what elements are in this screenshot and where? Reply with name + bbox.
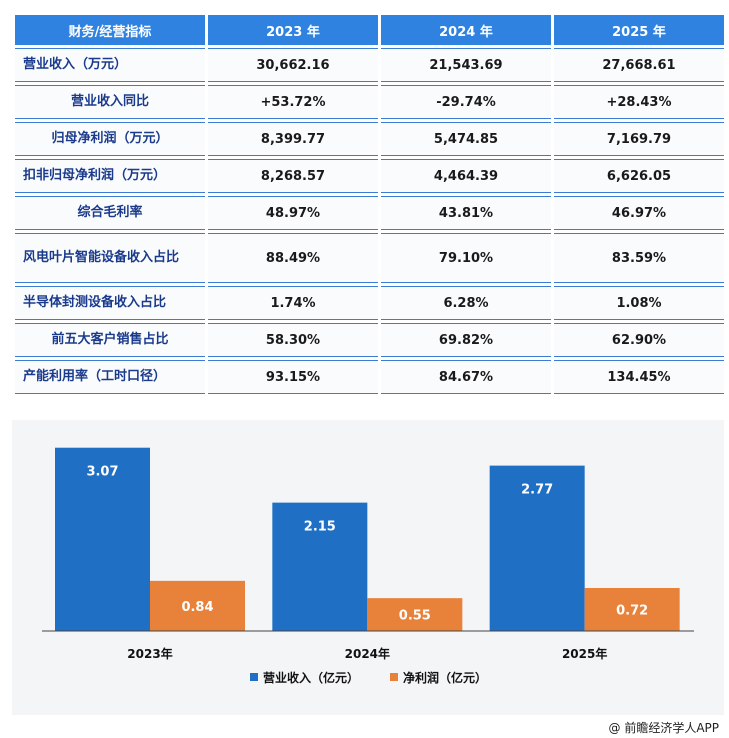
bar-net-profit-2025年 xyxy=(584,588,680,631)
header-2024: 2024 年 xyxy=(381,15,551,45)
bar-chart-svg: 3.07 0.84 2023年 2.15 0.55 2024年 2.77 0.72 2025年营… xyxy=(42,447,694,685)
header-metric: 财务/经营指标 xyxy=(15,15,205,45)
header-2025: 2025 年 xyxy=(554,15,724,45)
bar-net-profit-2023年 xyxy=(150,580,245,631)
table-cell: -29.74% xyxy=(381,85,551,119)
legend-label: 营业收入（亿元） xyxy=(263,670,359,685)
table-header-row: 财务/经营指标 2023 年 2024 年 2025 年 xyxy=(15,15,724,45)
table-cell: 8,399.77 xyxy=(208,122,378,156)
legend-label: 净利润（亿元） xyxy=(403,670,487,685)
table-cell: 8,268.57 xyxy=(208,159,378,193)
x-tick-label: 2024年 xyxy=(345,646,390,661)
table-cell: 30,662.16 xyxy=(208,48,378,82)
metric-label: 风电叶片智能设备收入占比 xyxy=(15,233,205,283)
table-row: 前五大客户销售占比 58.30% 69.82% 62.90% xyxy=(15,323,724,357)
metric-label: 综合毛利率 xyxy=(15,196,205,230)
table-cell: 6,626.05 xyxy=(554,159,724,193)
bar-chart: 3.07 0.84 2023年 2.15 0.55 2024年 2.77 0.72 2025年营… xyxy=(12,420,724,715)
table-row: 营业收入（万元） 30,662.16 21,543.69 27,668.61 xyxy=(15,48,724,82)
bar-net-profit-2024年 xyxy=(367,598,463,631)
metric-label: 产能利用率（工时口径） xyxy=(15,360,205,394)
table-cell: 4,464.39 xyxy=(381,159,551,193)
metric-label: 归母净利润（万元） xyxy=(15,122,205,156)
x-tick-label: 2025年 xyxy=(562,646,607,661)
data-label: 0.55 xyxy=(399,609,431,624)
metric-label: 扣非归母净利润（万元） xyxy=(15,159,205,193)
table-cell: 1.08% xyxy=(554,286,724,320)
data-label: 2.77 xyxy=(521,483,553,498)
table-cell: 83.59% xyxy=(554,233,724,283)
data-label: 3.07 xyxy=(86,465,118,480)
table-cell: 5,474.85 xyxy=(381,122,551,156)
metric-label: 半导体封测设备收入占比 xyxy=(15,286,205,320)
table-cell: 6.28% xyxy=(381,286,551,320)
table-cell: 134.45% xyxy=(554,360,724,394)
table-cell: 48.97% xyxy=(208,196,378,230)
table-cell: 7,169.79 xyxy=(554,122,724,156)
table-row: 半导体封测设备收入占比 1.74% 6.28% 1.08% xyxy=(15,286,724,320)
table-cell: 62.90% xyxy=(554,323,724,357)
bar-revenue-2023年 xyxy=(55,447,150,631)
table-cell: 1.74% xyxy=(208,286,378,320)
bar-revenue-2025年 xyxy=(489,465,585,631)
table-cell: 69.82% xyxy=(381,323,551,357)
table-row: 归母净利润（万元） 8,399.77 5,474.85 7,169.79 xyxy=(15,122,724,156)
bar-revenue-2024年 xyxy=(272,502,368,631)
table-row: 营业收入同比 +53.72% -29.74% +28.43% xyxy=(15,85,724,119)
data-label: 2.15 xyxy=(304,520,336,535)
table-cell: 58.30% xyxy=(208,323,378,357)
table-row: 综合毛利率 48.97% 43.81% 46.97% xyxy=(15,196,724,230)
table-row: 扣非归母净利润（万元） 8,268.57 4,464.39 6,626.05 xyxy=(15,159,724,193)
table-row: 风电叶片智能设备收入占比 88.49% 79.10% 83.59% xyxy=(15,233,724,283)
legend-swatch xyxy=(390,673,398,681)
table-cell: 21,543.69 xyxy=(381,48,551,82)
table-cell: 88.49% xyxy=(208,233,378,283)
metric-label: 前五大客户销售占比 xyxy=(15,323,205,357)
metric-label: 营业收入同比 xyxy=(15,85,205,119)
table-row: 产能利用率（工时口径） 93.15% 84.67% 134.45% xyxy=(15,360,724,394)
table-cell: 27,668.61 xyxy=(554,48,724,82)
table-cell: 84.67% xyxy=(381,360,551,394)
table-cell: 93.15% xyxy=(208,360,378,394)
table-cell: 79.10% xyxy=(381,233,551,283)
data-label: 0.72 xyxy=(616,604,648,619)
x-tick-label: 2023年 xyxy=(127,646,172,661)
legend-swatch xyxy=(250,673,258,681)
header-2023: 2023 年 xyxy=(208,15,378,45)
table-cell: +28.43% xyxy=(554,85,724,119)
table-cell: 46.97% xyxy=(554,196,724,230)
table-cell: +53.72% xyxy=(208,85,378,119)
footer-credit: @ 前瞻经济学人APP xyxy=(608,721,720,735)
table-cell: 43.81% xyxy=(381,196,551,230)
financial-table: 财务/经营指标 2023 年 2024 年 2025 年 营业收入（万元） 30… xyxy=(12,12,727,397)
metric-label: 营业收入（万元） xyxy=(15,48,205,82)
data-label: 0.84 xyxy=(181,600,213,615)
